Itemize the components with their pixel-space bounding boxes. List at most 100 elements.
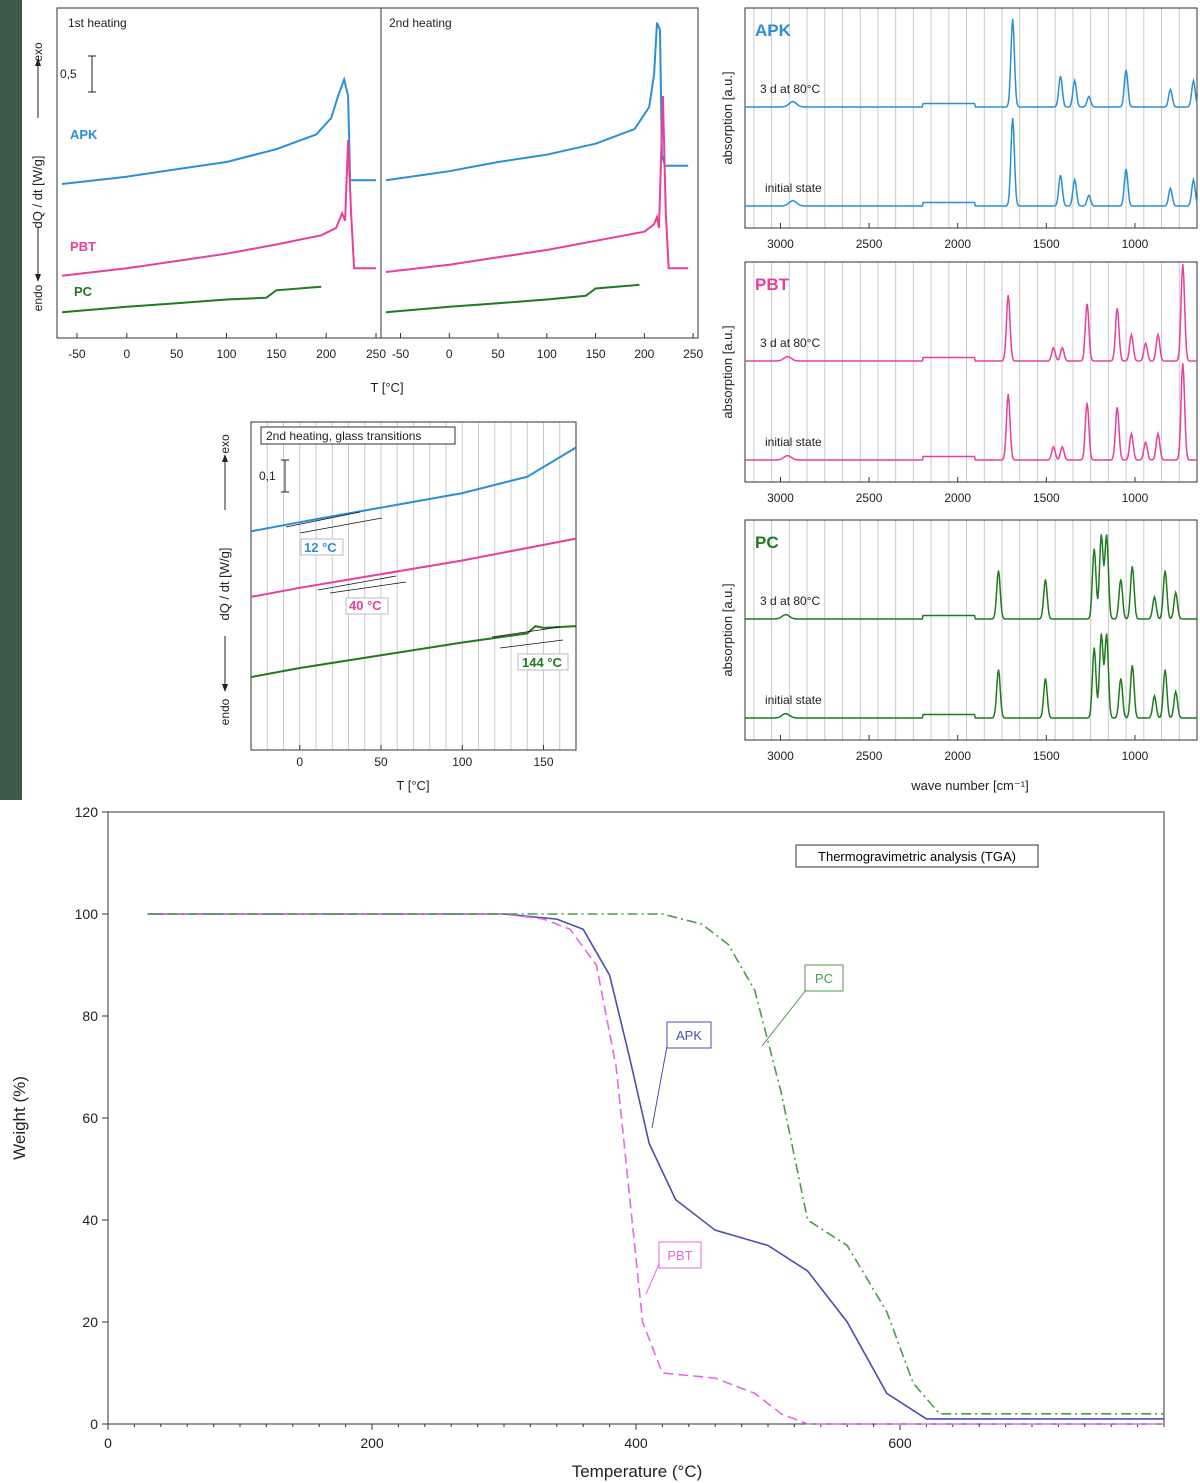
dsc-x-tick-label: 100 (216, 347, 236, 361)
tga-y-tick-label: 20 (82, 1314, 98, 1330)
dsc-panel-2-frame (380, 7, 699, 339)
ftir-panel-pc: 3000 2500 2000 1500 1000 PC absorption [a.u.] 3… (720, 519, 1198, 763)
tga-ylabel: Weight (%) (10, 1076, 29, 1160)
dsc-series-label-pbt: PBT (70, 239, 96, 254)
ftir-x-tick-label: 1000 (1122, 237, 1149, 251)
ftir-x-tick-label: 2500 (856, 237, 883, 251)
ftir-ylabel: absorption [a.u.] (720, 583, 735, 676)
gt-x-tick-label: 0 (296, 755, 303, 769)
ftir-spectrum-pc-aged (745, 534, 1197, 620)
tga-xlabel: Temperature (°C) (572, 1462, 703, 1481)
ftir-chart: 3000 2500 2000 1500 1000 APK absorption [a.u.]… (720, 7, 1198, 793)
dsc-endo-label: endo (31, 284, 45, 311)
dsc-x-tick-label: -50 (392, 347, 410, 361)
ftir-x-tick-label: 1000 (1122, 749, 1149, 763)
ftir-spectrum-apk-initial (745, 117, 1198, 207)
tga-y-tick-label: 80 (82, 1008, 98, 1024)
ftir-x-tick-label: 2000 (944, 237, 971, 251)
tga-title: Thermogravimetric analysis (TGA) (818, 849, 1016, 864)
dsc-line-pc-panel2 (385, 283, 640, 314)
dsc-panel-2-title: 2nd heating (389, 16, 452, 30)
tga-y-tick-label: 0 (90, 1416, 98, 1432)
tga-title-box (795, 844, 1039, 868)
ftir-panel-title: PBT (755, 275, 790, 294)
tga-chart: 0 200 400 600 0 20 40 60 80 100 120 Thermogravimet… (10, 804, 1165, 1481)
dsc-x-tick-label: 100 (537, 347, 557, 361)
tga-x-tick-label: 0 (104, 1435, 112, 1451)
tga-label-pbt: PBT (667, 1248, 692, 1263)
gt-annotation-pc: 144 °C (522, 655, 563, 670)
tga-label-pc: PC (815, 971, 833, 986)
ftir-frame (744, 519, 1198, 741)
ftir-state-label: 3 d at 80°C (760, 336, 821, 350)
dsc-panel-1-title: 1st heating (68, 16, 127, 30)
ftir-x-tick-label: 3000 (767, 237, 794, 251)
ftir-spectrum-pbt-initial (745, 363, 1197, 461)
gt-xlabel: T [°C] (396, 778, 429, 793)
ftir-spectrum-pbt-aged (745, 264, 1197, 362)
gt-line-pbt (250, 537, 577, 598)
gt-annotation-pbt: 40 °C (349, 598, 382, 613)
dsc-x-tick-label: 150 (266, 347, 286, 361)
ftir-x-tick-label: 2000 (944, 749, 971, 763)
dsc-x-tick-label: 150 (586, 347, 606, 361)
ftir-state-label: initial state (765, 181, 822, 195)
ftir-state-label: initial state (765, 435, 822, 449)
ftir-x-tick-label: 1500 (1033, 749, 1060, 763)
tga-x-tick-label: 200 (360, 1435, 384, 1451)
dsc-line-pbt-panel1 (61, 139, 376, 277)
dsc-x-tick-label: 200 (316, 347, 336, 361)
tga-x-tick-label: 600 (888, 1435, 912, 1451)
ftir-panel-apk: 3000 2500 2000 1500 1000 APK absorption [a.u.]… (720, 7, 1198, 251)
gt-line-pc (250, 625, 577, 679)
dsc-chart: 1st heating 2nd heating 0,5 exo dQ / dt … (30, 7, 703, 395)
gt-endo-label: endo (218, 698, 232, 725)
dsc-x-tick-label: 50 (170, 347, 184, 361)
tga-y-tick-label: 100 (75, 906, 99, 922)
gt-x-tick-label: 100 (452, 755, 472, 769)
ftir-ylabel: absorption [a.u.] (720, 71, 735, 164)
ftir-frame (744, 261, 1198, 483)
dsc-line-pbt-panel2 (385, 95, 689, 273)
dsc-scale-bar-label: 0,5 (60, 67, 77, 81)
dsc-x-tick-label: 50 (491, 347, 505, 361)
gt-ylabel: dQ / dt [W/g] (217, 548, 232, 621)
gt-frame (250, 421, 577, 751)
ftir-spectrum-pc-initial (745, 633, 1197, 719)
dsc-ylabel: dQ / dt [W/g] (30, 156, 45, 229)
ftir-x-tick-label: 2500 (856, 749, 883, 763)
sidebar-strip (0, 0, 22, 800)
ftir-x-tick-label: 3000 (767, 491, 794, 505)
gt-annotation-apk: 12 °C (304, 540, 337, 555)
gt-exo-label: exo (218, 434, 232, 454)
ftir-x-tick-label: 1500 (1033, 491, 1060, 505)
ftir-frame (744, 7, 1198, 229)
ftir-panel-pbt: 3000 2500 2000 1500 1000 PBT absorption [a.u.]… (720, 261, 1198, 505)
dsc-x-tick-label: 250 (366, 347, 386, 361)
dsc-exo-label: exo (31, 42, 45, 62)
dsc-panel-1-frame (56, 7, 382, 339)
dsc-line-apk-panel1 (61, 76, 376, 185)
ftir-x-tick-label: 3000 (767, 749, 794, 763)
tga-y-tick-label: 60 (82, 1110, 98, 1126)
ftir-spectrum-apk-aged (745, 18, 1198, 108)
gt-x-tick-label: 50 (374, 755, 388, 769)
dsc-x-tick-label: 0 (446, 347, 453, 361)
dsc-line-apk-panel2 (385, 22, 689, 182)
glass-transition-chart: 2nd heating, glass transitions 0,1 exo d… (217, 421, 577, 793)
tga-line-pc (147, 913, 1164, 1415)
gt-title-box (260, 426, 456, 445)
ftir-panel-title: APK (755, 21, 792, 40)
tga-x-tick-label: 400 (624, 1435, 648, 1451)
gt-scale-bar-label: 0,1 (259, 469, 276, 483)
dsc-x-tick-label: -50 (68, 347, 86, 361)
dsc-series-label-apk: APK (70, 127, 98, 142)
tga-label-apk: APK (676, 1028, 702, 1043)
tga-line-pbt (147, 913, 1164, 1425)
dsc-series-label-pc: PC (74, 284, 93, 299)
ftir-xlabel: wave number [cm⁻¹] (910, 778, 1028, 793)
dsc-xlabel: T [°C] (370, 380, 403, 395)
gt-line-apk (250, 446, 577, 533)
dsc-x-tick-label: 250 (683, 347, 703, 361)
